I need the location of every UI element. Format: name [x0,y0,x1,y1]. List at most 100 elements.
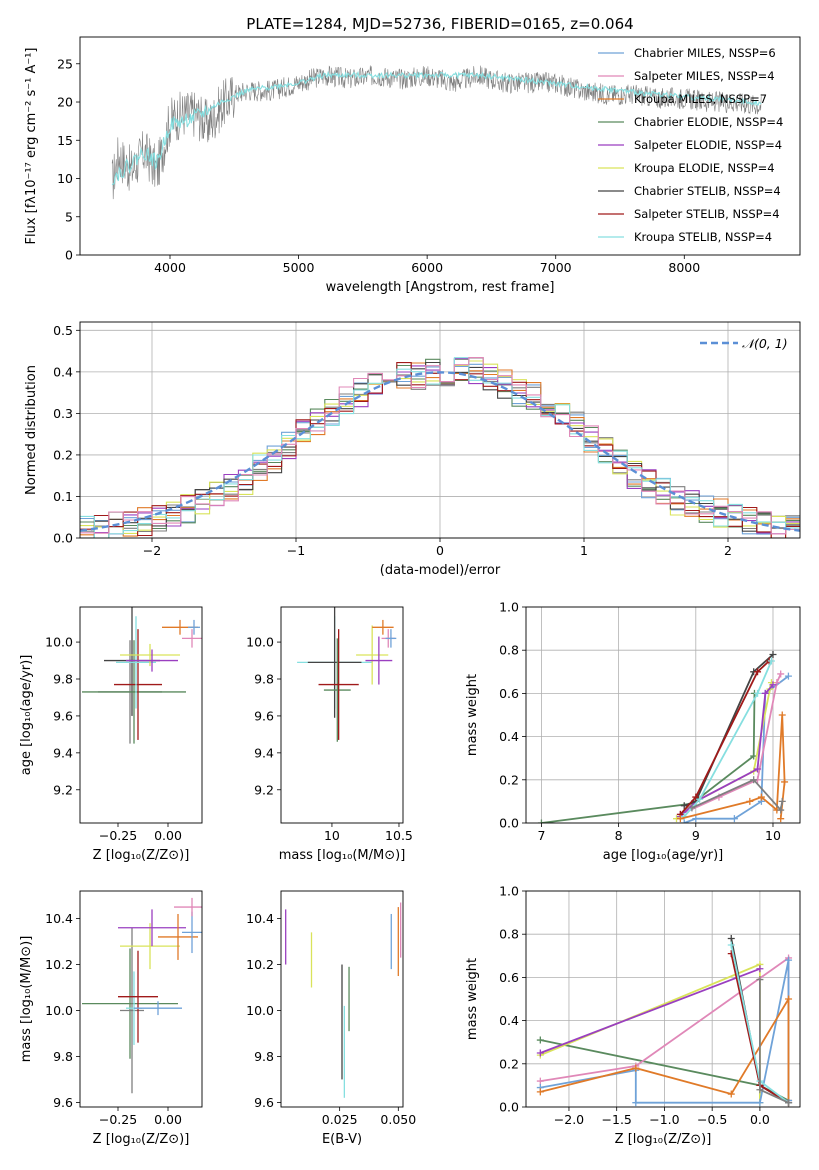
y-tick-label: 0 [65,248,73,263]
y-tick-label: 9.2 [53,782,73,797]
plus-marker [754,689,762,697]
y-tick-label: 9.4 [254,745,274,760]
x-tick-label: 4000 [154,260,186,275]
x-tick-label: 1 [580,543,588,558]
x-axis-label: mass [log₁₀(M/M⊙)] [279,848,406,863]
y-tick-label: 9.6 [254,708,274,723]
plus-marker [767,657,775,665]
x-tick-label: −1.0 [649,1112,679,1127]
y-axis-label: age [log₁₀(age/yr)] [19,655,34,776]
plus-marker [536,1049,544,1057]
y-axis-label: mass [log₁₀(M/M⊙)] [19,936,34,1063]
plot-area [111,65,762,200]
y-tick-label: 1.0 [499,884,519,899]
y-tick-label: 5 [65,209,73,224]
histogram-step [80,357,800,538]
plus-marker [688,804,696,812]
legend-label: Salpeter MILES, NSSP=4 [634,69,775,83]
x-tick-label: 8 [615,828,623,843]
plus-marker [777,806,785,814]
x-tick-label: 7 [537,828,545,843]
plus-marker [785,1099,793,1107]
plus-marker [757,793,765,801]
plot-area [82,897,202,1094]
plus-marker [784,672,792,680]
x-tick-label: 5000 [283,260,315,275]
y-tick-label: 9.8 [53,1049,73,1064]
x-tick-label: 7000 [540,260,572,275]
plus-marker [777,815,785,823]
y-tick-label: 9.6 [254,1095,274,1110]
plus-marker [756,1099,764,1107]
x-axis-label: Z [log₁₀(Z/Z⊙)] [93,1132,190,1147]
x-tick-label: −0.5 [697,1112,727,1127]
panel-mass-weight-vs-age: 7 8 9 10 0.0 0.2 0.4 0.6 0.8 1.0 age [log₁₀(age/yr… [465,600,801,863]
plus-marker [781,778,789,786]
x-tick-label: −0.25 [99,828,137,843]
y-tick-label: 10.4 [246,911,274,926]
plus-marker [746,797,754,805]
spectrum-line [111,65,762,200]
mass-weight-line [539,967,761,1054]
y-tick-label: 10 [57,171,73,186]
x-tick-label: 10.5 [385,828,413,843]
plus-marker [778,711,786,719]
panel-mass-vs-Z: −0.25 0.00 9.6 9.8 10.0 10.2 10.4 Z [log₁₀(Z/Z⊙… [19,890,203,1147]
axes-frame [280,890,404,1108]
x-tick-label: 10 [765,828,781,843]
plus-marker [756,1086,764,1094]
plus-marker [727,1090,735,1098]
x-axis-label: wavelength [Angstrom, rest frame] [326,280,555,295]
y-tick-label: 1.0 [499,600,519,615]
x-axis-label: Z [log₁₀(Z/Z⊙)] [93,848,190,863]
mass-weight-line [541,693,756,823]
y-tick-label: 9.6 [53,1095,73,1110]
plot-area [80,357,800,538]
y-tick-label: 0.5 [53,323,73,338]
legend-label: Kroupa STELIB, NSSP=4 [634,230,772,244]
y-tick-label: 10.0 [45,1003,73,1018]
x-tick-label: 10 [324,828,340,843]
plus-marker [756,965,764,973]
y-tick-label: 10.4 [45,911,73,926]
x-tick-label: 0.00 [154,828,182,843]
plot-area [536,935,793,1107]
legend-label: Chabrier STELIB, NSSP=4 [634,184,781,198]
y-tick-label: 9.6 [53,708,73,723]
plus-marker [778,797,786,805]
x-tick-label: −2 [143,543,161,558]
y-axis-label: Normed distribution [24,365,39,495]
panel-age-vs-mass: 10 10.5 9.2 9.4 9.6 9.8 10.0 mass [log₁₀(M/M⊙)] [246,606,413,863]
legend-label: Kroupa ELODIE, NSSP=4 [634,161,775,175]
plus-marker [696,795,704,803]
x-tick-label: −1 [287,543,305,558]
plus-marker [632,1064,640,1072]
plus-marker [754,668,762,676]
y-tick-label: 10.0 [45,635,73,650]
legend-label: Salpeter STELIB, NSSP=4 [634,207,780,221]
x-tick-label: −1.5 [602,1112,632,1127]
x-tick-label: −0.25 [99,1112,137,1127]
plot-area [82,607,202,744]
plus-marker [632,1099,640,1107]
y-axis-label: mass weight [465,958,480,1040]
panel-spectrum: 4000 5000 6000 7000 8000 0 5 10 15 20 25 wavelength… [24,36,801,295]
y-tick-label: 0.8 [499,927,519,942]
plus-marker [692,815,700,823]
x-tick-label: 0.025 [322,1112,358,1127]
legend-label: Chabrier ELODIE, NSSP=4 [634,115,783,129]
legend-label: Chabrier MILES, NSSP=6 [634,46,776,60]
plus-marker [761,689,769,697]
y-tick-label: 20 [57,95,73,110]
x-tick-label: 2 [724,543,732,558]
plus-marker [537,819,545,823]
y-tick-label: 0.1 [53,489,73,504]
plus-marker [536,1088,544,1096]
plot-area [297,607,397,742]
plus-marker [692,793,700,801]
mass-weight-line [691,778,784,812]
y-tick-label: 0.6 [499,970,519,985]
panel-mass-weight-vs-Z: −2.0 −1.5 −1.0 −0.5 0.0 0.0 0.2 0.4 0.6 0.8 1.0 Z [… [465,884,801,1147]
plus-marker [730,815,738,823]
